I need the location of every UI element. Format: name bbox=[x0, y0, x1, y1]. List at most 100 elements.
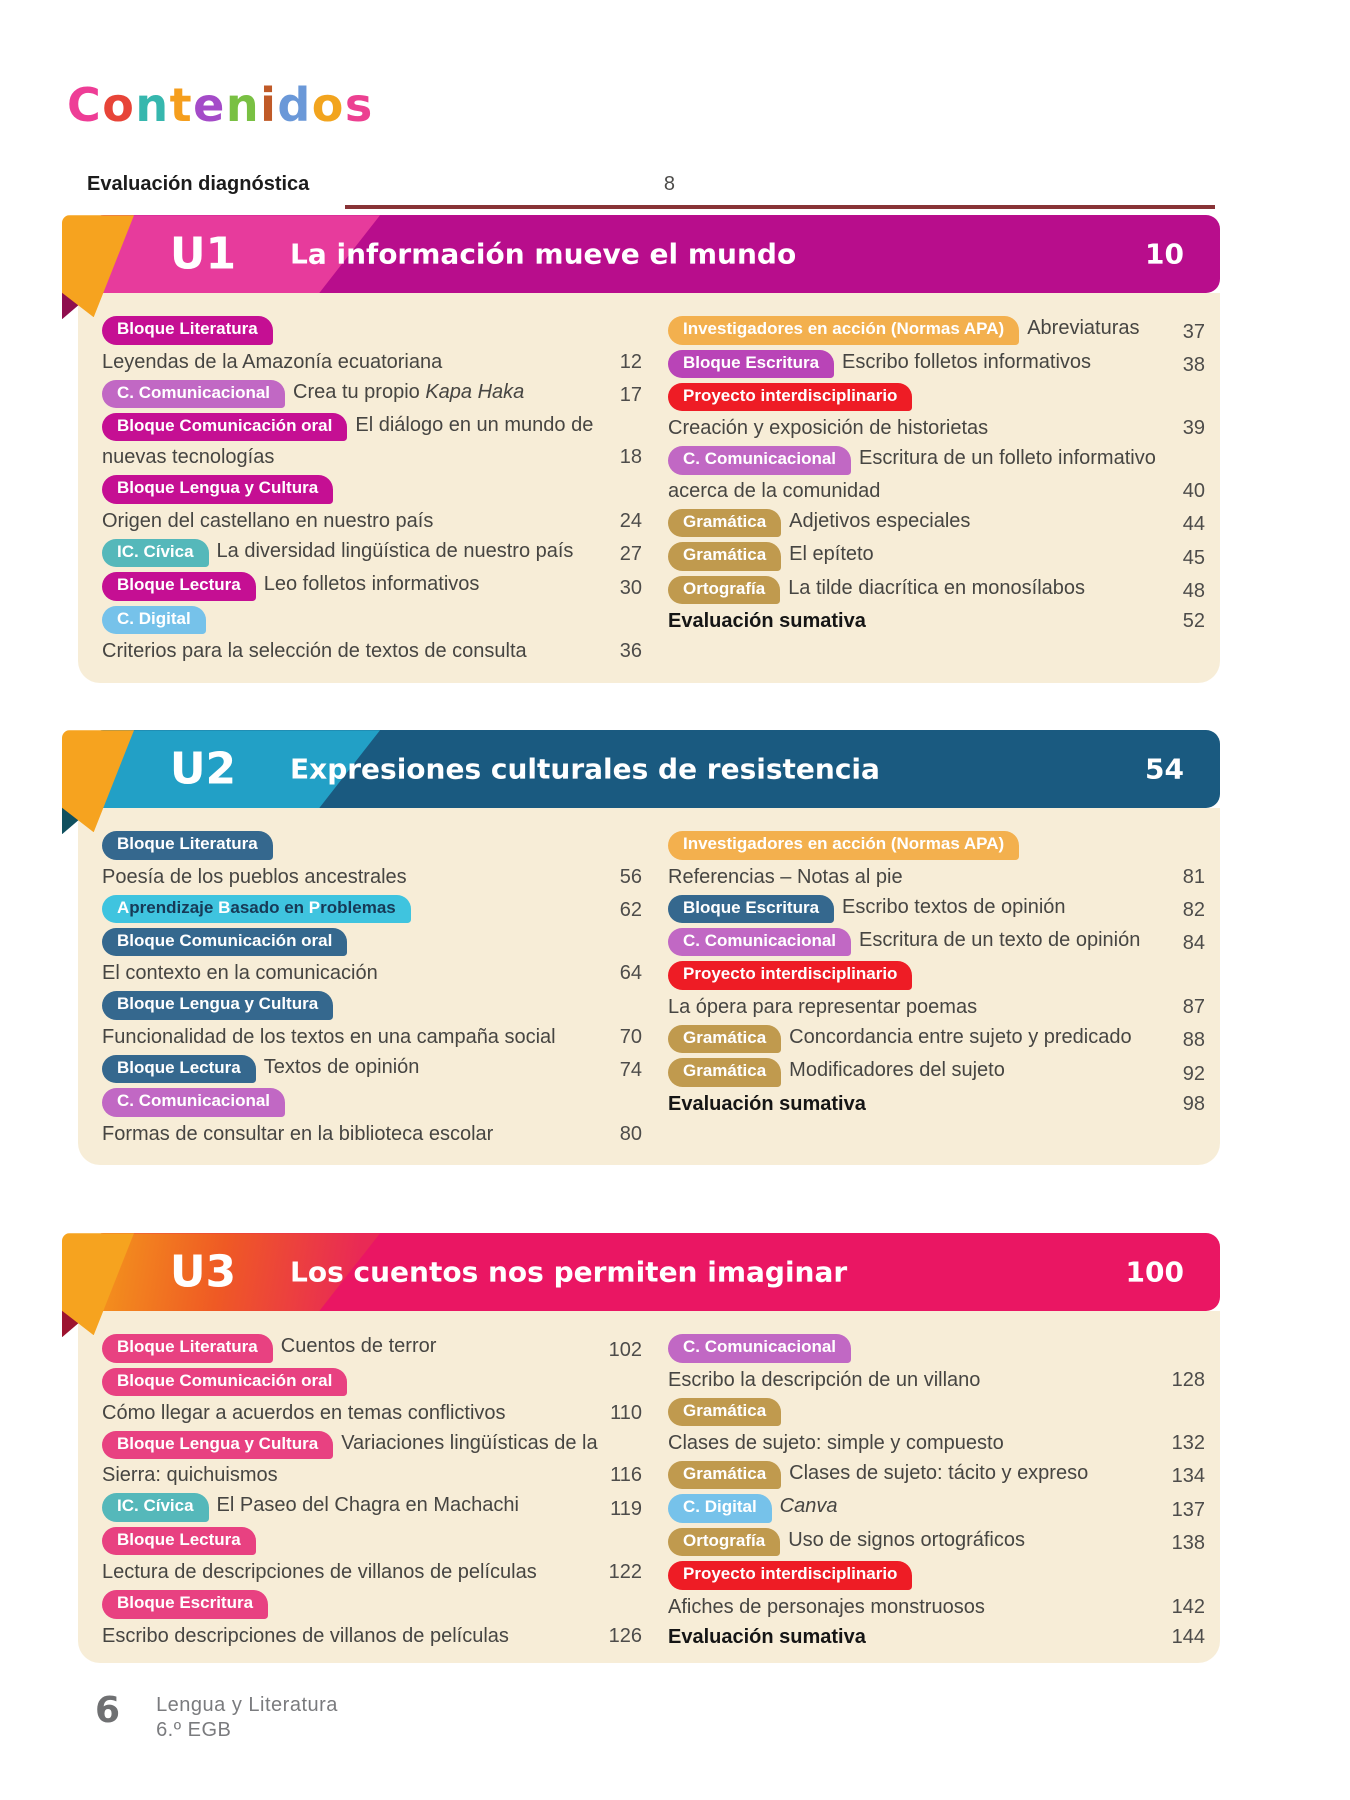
toc-row: Clases de sujeto: simple y compuesto 132 bbox=[668, 1429, 1205, 1458]
toc-entry-text: Lectura de descripciones de villanos de … bbox=[102, 1561, 537, 1584]
toc-row-main: Gramática Clases de sujeto: tácito y expr… bbox=[668, 1459, 1161, 1491]
toc-entry-text: Uso de signos ortográficos bbox=[788, 1528, 1025, 1551]
topic-badge: Gramática bbox=[668, 1058, 782, 1087]
topic-badge: Investigadores en acción (Normas APA) bbox=[668, 316, 1020, 345]
toc-summary-row: Evaluación sumativa 52 bbox=[668, 607, 1205, 636]
toc-row-main: Investigadores en acción (Normas APA) Abr… bbox=[668, 314, 1161, 346]
diagnostic-evaluation-page-number: 8 bbox=[663, 173, 675, 196]
entry-page-number: 39 bbox=[1182, 417, 1205, 440]
unit-title: La información mueve el mundo bbox=[290, 237, 797, 271]
toc-row: Gramática bbox=[668, 1396, 1205, 1428]
title-letter: s bbox=[344, 78, 374, 132]
toc-row-main: Cómo llegar a acuerdos en temas conflict… bbox=[102, 1399, 598, 1428]
badge-text-part: roblemas bbox=[320, 897, 396, 917]
title-letter: i bbox=[260, 78, 278, 132]
toc-row-main: Bloque Lectura Textos de opinión bbox=[102, 1053, 598, 1085]
page-title: Contenidos bbox=[67, 78, 1220, 133]
entry-page-number: 64 bbox=[619, 962, 642, 985]
unit-code: U3 bbox=[169, 1246, 237, 1298]
toc-row: Investigadores en acción (Normas APA) bbox=[668, 829, 1205, 861]
title-letter: n bbox=[135, 78, 170, 132]
unit-section-u2: U2 Expresiones culturales de resistencia… bbox=[62, 730, 1220, 1166]
title-letter: t bbox=[169, 78, 194, 132]
toc-entry-text: Funcionalidad de los textos en una campa… bbox=[102, 1025, 556, 1048]
toc-entry-text: Escribo descripciones de villanos de pel… bbox=[102, 1624, 509, 1647]
entry-page-number: 38 bbox=[1182, 353, 1205, 376]
toc-row: Funcionalidad de los textos en una campa… bbox=[102, 1023, 642, 1052]
topic-badge: C. Comunicacional bbox=[668, 1334, 852, 1363]
toc-column-left: Bloque Literatura Cuentos de terror 102 Blo… bbox=[102, 1331, 642, 1652]
unit-code: U2 bbox=[169, 743, 237, 795]
toc-row: Formas de consultar en la biblioteca esc… bbox=[102, 1120, 642, 1149]
toc-entry-text: Canva bbox=[780, 1495, 838, 1517]
title-letter: o bbox=[102, 78, 136, 132]
toc-row: La ópera para representar poemas 87 bbox=[668, 993, 1205, 1022]
entry-page-number: 142 bbox=[1171, 1595, 1205, 1618]
entry-page-number: 18 bbox=[619, 446, 642, 469]
toc-entry-text: Evaluación sumativa bbox=[668, 609, 866, 632]
toc-row-main: Evaluación sumativa bbox=[668, 607, 1161, 636]
title-letter: d bbox=[277, 78, 312, 132]
badge-text-part: prendizaje bbox=[129, 897, 219, 917]
toc-row-main: C. Comunicacional Escritura de un folleto… bbox=[668, 444, 1161, 505]
toc-row-main: Origen del castellano en nuestro país bbox=[102, 507, 598, 536]
toc-row-main: Aprendizaje Basado en Problemas bbox=[102, 893, 598, 925]
toc-row-main: Poesía de los pueblos ancestrales bbox=[102, 863, 598, 892]
topic-badge: Bloque Literatura bbox=[102, 1334, 273, 1363]
toc-entry-text: Clases de sujeto: tácito y expreso bbox=[789, 1461, 1089, 1484]
topic-badge: Bloque Lengua y Cultura bbox=[102, 991, 334, 1020]
toc-entry-text: Poesía de los pueblos ancestrales bbox=[102, 865, 407, 888]
title-letter: n bbox=[225, 78, 261, 132]
toc-entry-text: Adjetivos especiales bbox=[789, 509, 971, 532]
topic-badge: Bloque Lectura bbox=[102, 1054, 256, 1084]
diagnostic-evaluation-label: Evaluación diagnóstica bbox=[87, 173, 310, 196]
entry-page-number: 44 bbox=[1182, 513, 1205, 536]
toc-summary-row: Evaluación sumativa 98 bbox=[668, 1090, 1205, 1119]
toc-row: IC. Cívica La diversidad lingüística de n… bbox=[102, 537, 642, 569]
toc-row: Origen del castellano en nuestro país 24 bbox=[102, 507, 642, 536]
topic-badge: Ortografía bbox=[668, 1527, 781, 1557]
toc-row-main: Gramática Adjetivos especiales bbox=[668, 507, 1161, 539]
entry-page-number: 80 bbox=[619, 1122, 642, 1145]
badge-text-part: A bbox=[117, 897, 130, 917]
toc-summary-row: Evaluación sumativa 144 bbox=[668, 1623, 1205, 1652]
toc-entry-text-italic: Canva bbox=[779, 1495, 838, 1518]
entry-page-number: 88 bbox=[1182, 1029, 1205, 1052]
toc-entry-text: Afiches de personajes monstruosos bbox=[668, 1595, 985, 1618]
entry-page-number: 98 bbox=[1182, 1092, 1205, 1115]
topic-badge: Gramática bbox=[668, 1024, 782, 1054]
toc-entry-text: Escribo folletos informativos bbox=[842, 350, 1092, 373]
topic-badge: Proyecto interdisciplinario bbox=[668, 961, 913, 990]
toc-column-left: Bloque Literatura Leyendas de la Amazonía… bbox=[102, 313, 642, 667]
toc-row: C. Digital Canva 137 bbox=[668, 1492, 1205, 1524]
toc-row: Cómo llegar a acuerdos en temas conflict… bbox=[102, 1399, 642, 1428]
toc-row: Bloque Lectura Textos de opinión 74 bbox=[102, 1053, 642, 1085]
toc-row: Afiches de personajes monstruosos 142 bbox=[668, 1593, 1205, 1622]
toc-row: Leyendas de la Amazonía ecuatoriana 12 bbox=[102, 348, 642, 377]
toc-row: Bloque Lengua y Cultura Variaciones lingü… bbox=[102, 1429, 642, 1490]
topic-badge: Bloque Lengua y Cultura bbox=[102, 1430, 334, 1460]
toc-row-main: Escribo descripciones de villanos de pel… bbox=[102, 1622, 598, 1651]
entry-page-number: 87 bbox=[1182, 995, 1205, 1018]
toc-row-main: Clases de sujeto: simple y compuesto bbox=[668, 1429, 1161, 1458]
toc-row-main: Proyecto interdisciplinario bbox=[668, 959, 1205, 991]
topic-badge: C. Comunicacional bbox=[102, 1088, 286, 1117]
footer-page-number: 6 bbox=[95, 1690, 121, 1732]
toc-row-main: Bloque Comunicación oral bbox=[102, 1366, 642, 1398]
entry-page-number: 92 bbox=[1182, 1062, 1205, 1085]
entry-page-number: 128 bbox=[1171, 1368, 1205, 1391]
toc-row-main: Bloque Escritura bbox=[102, 1588, 642, 1620]
toc-row: Gramática Clases de sujeto: tácito y expr… bbox=[668, 1459, 1205, 1491]
toc-row: Escribo la descripción de un villano 128 bbox=[668, 1366, 1205, 1395]
topic-badge: Bloque Lectura bbox=[102, 1526, 256, 1556]
toc-entry-text-italic: Kapa Haka bbox=[425, 380, 525, 403]
toc-entry-text: Cuentos de terror bbox=[280, 1335, 437, 1358]
toc-row: IC. Cívica El Paseo del Chagra en Machach… bbox=[102, 1491, 642, 1523]
unit-header: U3 Los cuentos nos permiten imaginar 100 bbox=[62, 1233, 1220, 1338]
toc-row-main: Bloque Lengua y Cultura Variaciones lingü… bbox=[102, 1429, 598, 1490]
entry-page-number: 56 bbox=[619, 865, 642, 888]
toc-row: Referencias – Notas al pie 81 bbox=[668, 863, 1205, 892]
toc-row: C. Comunicacional Crea tu propio Kapa Hak… bbox=[102, 378, 642, 410]
badge-text-part: asado en bbox=[230, 897, 309, 917]
toc-row-main: Proyecto interdisciplinario bbox=[668, 1559, 1205, 1591]
